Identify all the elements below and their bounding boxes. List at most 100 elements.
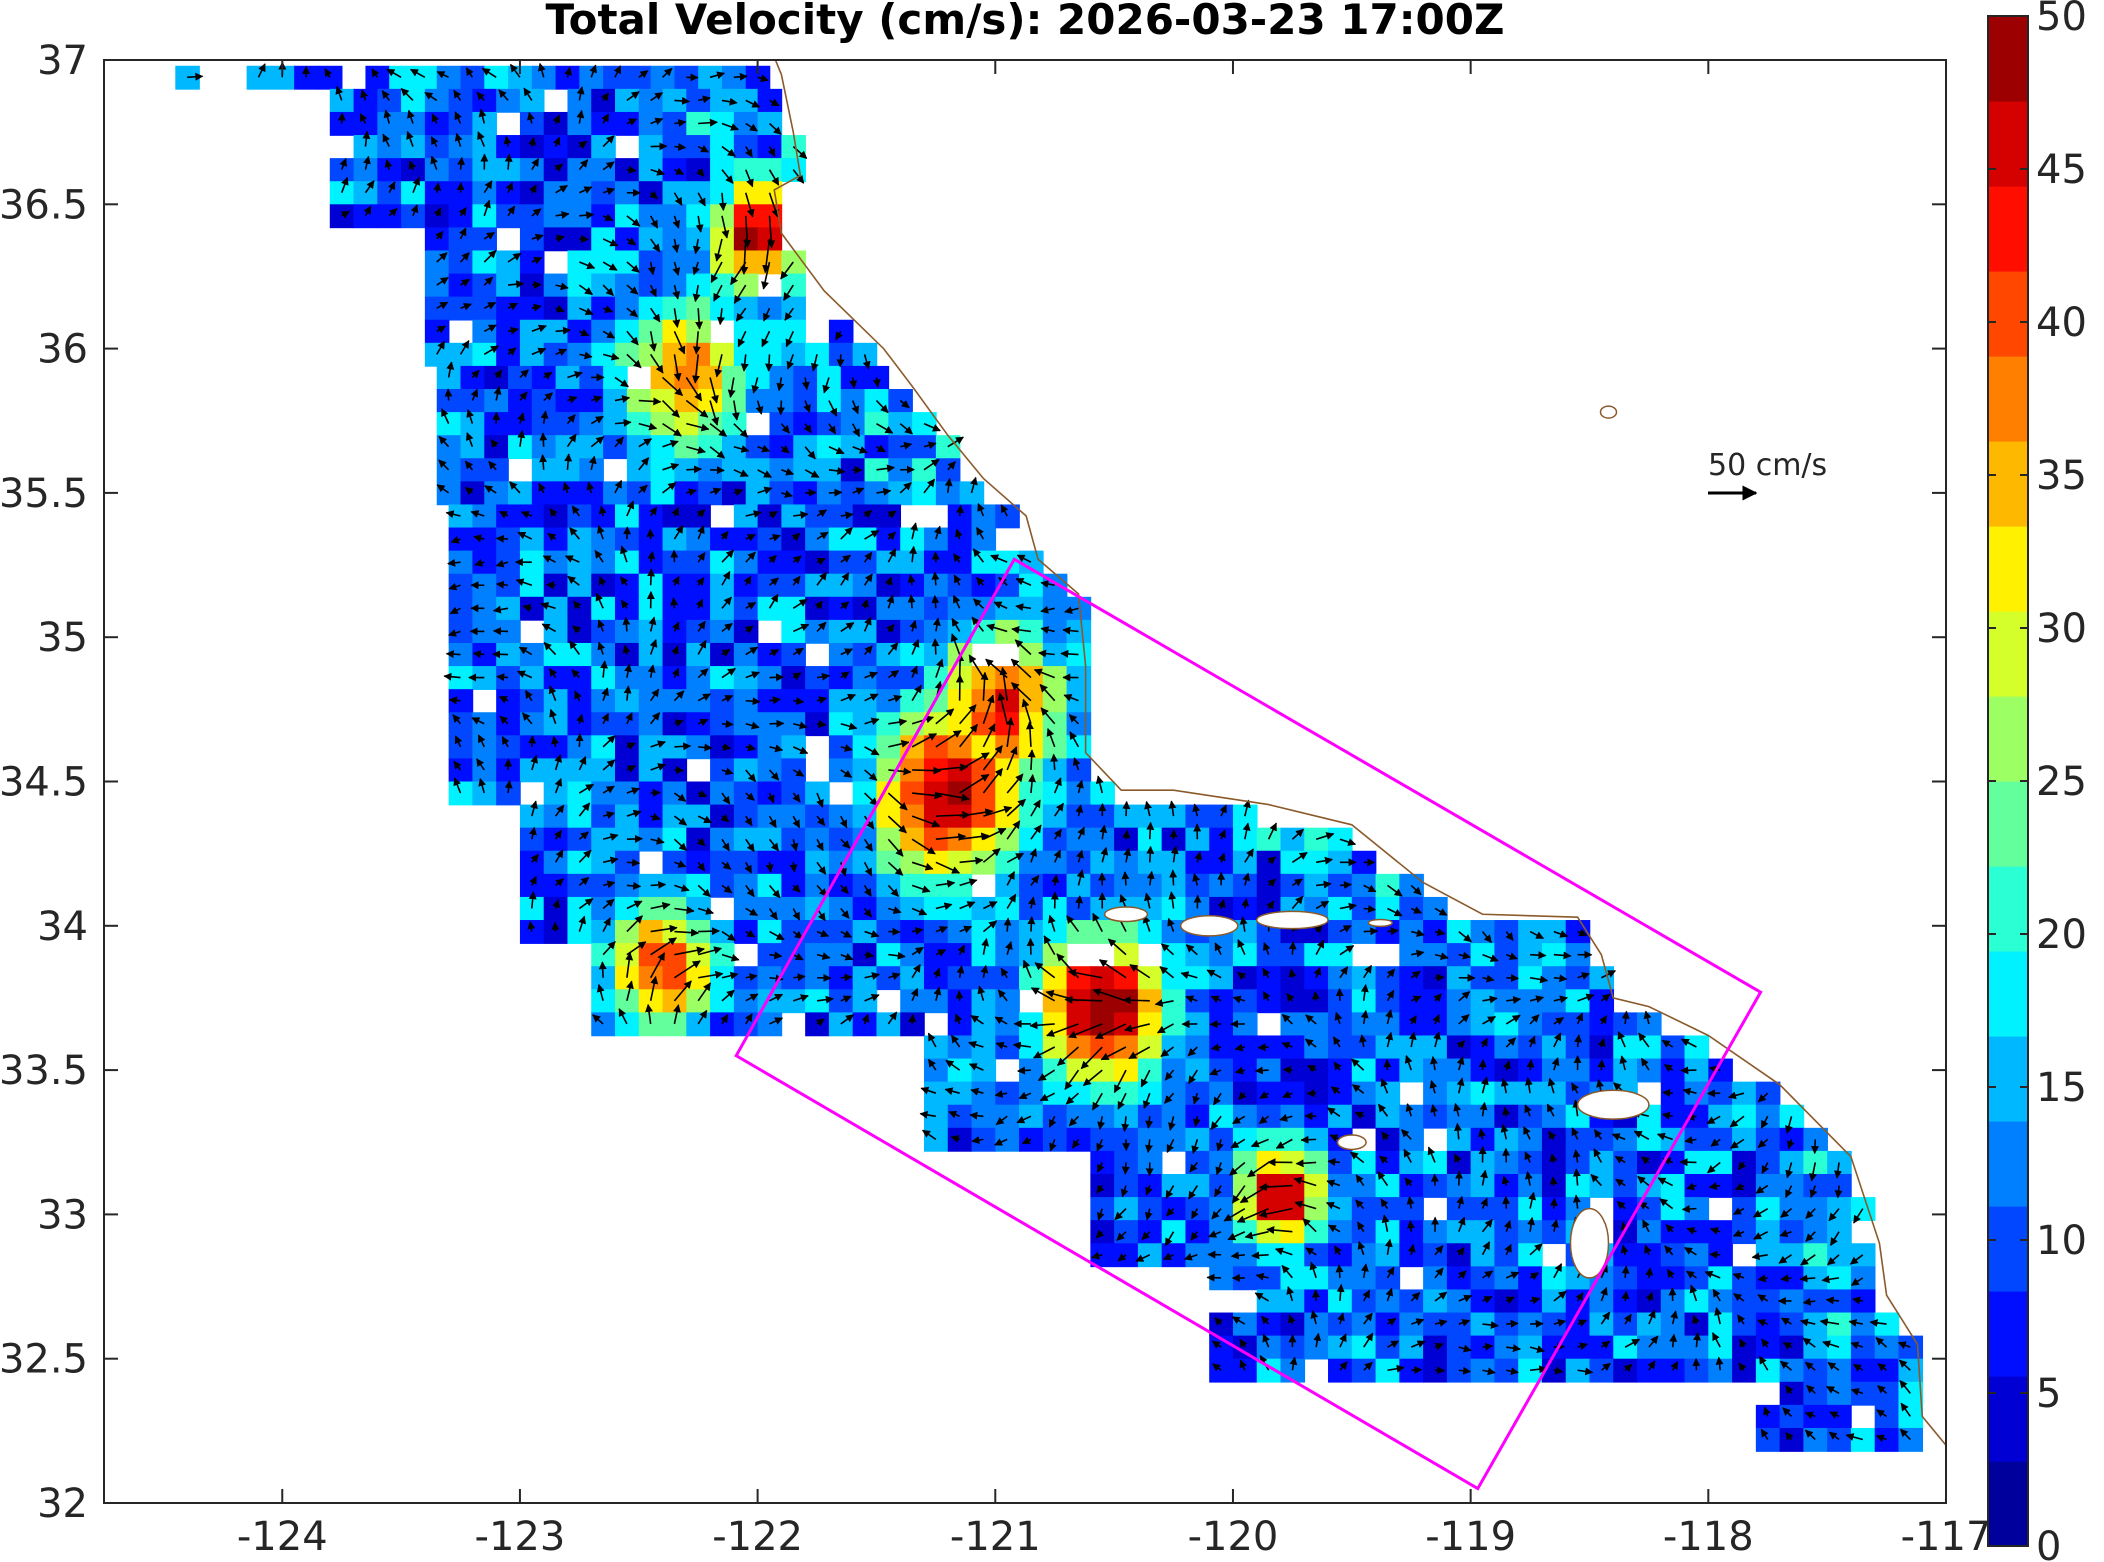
velocity-cell bbox=[1399, 1220, 1424, 1245]
velocity-cell bbox=[1232, 1220, 1258, 1245]
velocity-cell bbox=[615, 920, 640, 944]
velocity-cell bbox=[317, 65, 343, 90]
velocity-cell bbox=[852, 642, 878, 667]
colorbar-tick-label: 50 bbox=[2036, 0, 2087, 40]
velocity-arrow bbox=[1288, 968, 1297, 978]
velocity-cell bbox=[995, 596, 1020, 621]
velocity-cell bbox=[638, 1012, 664, 1037]
velocity-cell bbox=[1518, 1173, 1543, 1198]
velocity-cell bbox=[1874, 1404, 1900, 1429]
velocity-cell bbox=[1660, 1312, 1686, 1337]
velocity-cell bbox=[496, 666, 521, 690]
velocity-cell bbox=[971, 550, 997, 575]
velocity-cell bbox=[626, 458, 652, 483]
velocity-cell bbox=[947, 527, 973, 552]
velocity-cell bbox=[496, 619, 521, 644]
velocity-cell bbox=[353, 158, 379, 183]
velocity-cell bbox=[472, 504, 497, 529]
velocity-arrow bbox=[1506, 1319, 1519, 1328]
velocity-cell bbox=[460, 412, 486, 436]
velocity-cell bbox=[484, 365, 509, 390]
velocity-cell bbox=[923, 1058, 949, 1083]
velocity-cell bbox=[1042, 804, 1068, 829]
velocity-cell bbox=[1518, 1104, 1543, 1129]
velocity-cell bbox=[1494, 1220, 1519, 1245]
x-tick-label: -118 bbox=[1663, 1514, 1754, 1560]
velocity-cell bbox=[615, 550, 640, 575]
velocity-cell bbox=[1660, 1104, 1686, 1129]
velocity-cell bbox=[484, 435, 509, 460]
velocity-cell bbox=[1042, 989, 1068, 1014]
velocity-cell bbox=[1446, 1081, 1472, 1106]
velocity-cell bbox=[1375, 1289, 1401, 1314]
colorbar-tick-label: 40 bbox=[2036, 300, 2087, 346]
velocity-cell bbox=[472, 573, 497, 598]
velocity-cell bbox=[448, 735, 474, 760]
velocity-cell bbox=[876, 573, 902, 598]
velocity-cell bbox=[1708, 1266, 1733, 1291]
velocity-cell bbox=[1637, 1289, 1662, 1314]
velocity-arrow bbox=[777, 400, 786, 416]
velocity-cell bbox=[995, 758, 1020, 783]
y-tick-label: 37 bbox=[37, 38, 88, 84]
velocity-cell bbox=[638, 689, 664, 714]
velocity-cell bbox=[1779, 1427, 1805, 1452]
velocity-cell bbox=[1375, 1058, 1401, 1083]
velocity-cell bbox=[971, 1081, 997, 1106]
velocity-cell bbox=[1161, 873, 1187, 898]
island-outline bbox=[1576, 1089, 1650, 1120]
velocity-cell bbox=[1256, 966, 1282, 991]
velocity-cell bbox=[923, 573, 949, 598]
velocity-cell bbox=[401, 111, 426, 136]
velocity-cell bbox=[1755, 1335, 1781, 1360]
velocity-cell bbox=[1541, 1035, 1567, 1060]
velocity-cell bbox=[947, 943, 973, 968]
velocity-arrow bbox=[674, 766, 684, 775]
velocity-cell bbox=[1042, 850, 1068, 875]
velocity-cell bbox=[1541, 1058, 1567, 1083]
velocity-cell bbox=[923, 527, 949, 552]
velocity-cell bbox=[1114, 920, 1139, 944]
velocity-cell bbox=[1351, 1243, 1377, 1268]
velocity-arrow bbox=[1455, 1170, 1464, 1186]
velocity-cell bbox=[1898, 1381, 1924, 1406]
velocity-cell bbox=[1399, 1104, 1424, 1129]
velocity-arrow bbox=[1257, 1043, 1269, 1052]
velocity-cell bbox=[1185, 896, 1210, 921]
velocity-cell bbox=[638, 642, 664, 667]
velocity-cell bbox=[1351, 989, 1377, 1014]
velocity-cell bbox=[971, 1058, 997, 1083]
velocity-cell bbox=[1613, 1035, 1638, 1060]
velocity-cell bbox=[472, 204, 497, 229]
y-tick-label: 35 bbox=[37, 615, 88, 661]
velocity-cell bbox=[852, 573, 878, 598]
velocity-cell bbox=[1732, 1173, 1757, 1198]
velocity-cell bbox=[1423, 1012, 1448, 1037]
velocity-cell bbox=[1114, 850, 1139, 875]
velocity-cell bbox=[1209, 896, 1234, 921]
velocity-cell bbox=[567, 758, 593, 783]
velocity-arrow bbox=[1060, 649, 1079, 658]
colorbar-tick-label: 30 bbox=[2036, 606, 2087, 652]
velocity-cell bbox=[1399, 1058, 1424, 1083]
velocity-cell bbox=[733, 550, 759, 575]
island-outline bbox=[1179, 914, 1239, 937]
velocity-cell bbox=[1137, 804, 1163, 829]
velocity-cell bbox=[1779, 1312, 1805, 1337]
velocity-cell bbox=[1161, 1012, 1187, 1037]
velocity-cell bbox=[1708, 1150, 1733, 1175]
velocity-cell bbox=[1423, 1150, 1448, 1175]
velocity-cell bbox=[1494, 1058, 1519, 1083]
velocity-cell bbox=[1660, 1081, 1686, 1106]
velocity-cell bbox=[1470, 1197, 1496, 1221]
velocity-cell bbox=[947, 1104, 973, 1129]
velocity-cell bbox=[995, 989, 1020, 1014]
velocity-cell bbox=[508, 389, 533, 413]
velocity-arrow bbox=[1406, 1220, 1415, 1232]
velocity-cell bbox=[1232, 896, 1258, 921]
velocity-cell bbox=[686, 527, 711, 552]
velocity-cell bbox=[1898, 1335, 1924, 1360]
velocity-cell bbox=[531, 481, 557, 506]
velocity-cell bbox=[246, 65, 272, 90]
